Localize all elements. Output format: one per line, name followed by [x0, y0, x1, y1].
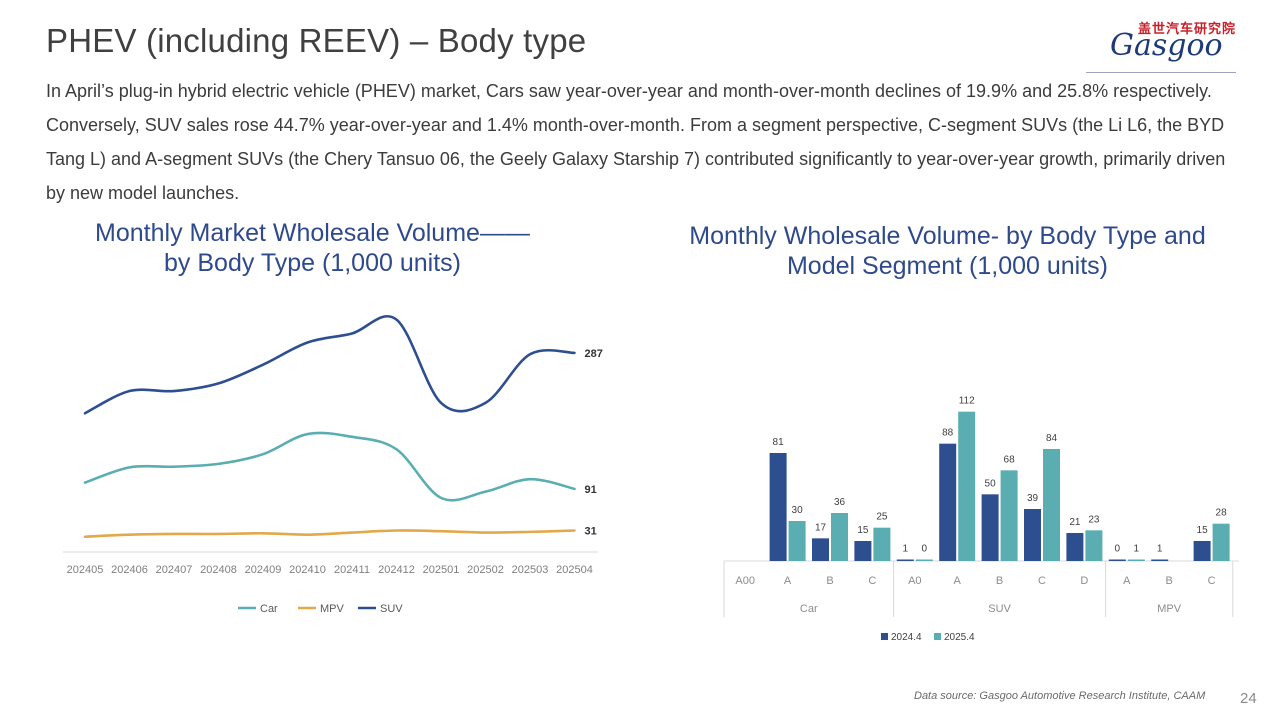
data-label: 28: [1216, 508, 1228, 519]
legend-label-car: Car: [260, 603, 278, 615]
data-label: 1: [903, 544, 909, 555]
bar-mpv-b-2024.4: [1151, 559, 1169, 561]
bar-suv-d-2024.4: [1066, 533, 1084, 561]
x-tick-label: 202405: [67, 564, 104, 576]
gasgoo-logo: 盖世汽车研究院 Gasgoo: [1086, 16, 1246, 78]
bar-suv-a0-2025.4: [915, 559, 933, 561]
x-tick-label: A: [784, 575, 792, 587]
data-label: 84: [1046, 433, 1058, 444]
end-label-suv: 287: [585, 348, 603, 360]
bar-car-b-2024.4: [812, 538, 829, 561]
x-tick-label: 202501: [423, 564, 460, 576]
bar-suv-a-2025.4: [958, 411, 976, 561]
x-tick-label: C: [1208, 575, 1216, 587]
legend-label-suv: SUV: [380, 603, 403, 615]
line-chart: 202405 202406 202407 202408 202409 202410 2024…: [63, 315, 603, 615]
logo-wordmark: Gasgoo: [1110, 28, 1223, 63]
x-tick-label: 202504: [556, 564, 593, 576]
bar-suv-a-2024.4: [939, 443, 957, 561]
data-label: 17: [815, 522, 827, 533]
data-label: 21: [1069, 517, 1081, 528]
x-tick-label: B: [826, 575, 833, 587]
group-label-car: Car: [800, 603, 818, 615]
legend-swatch-2025.4: [934, 633, 941, 640]
data-label: 68: [1004, 454, 1016, 465]
summary-text: In April’s plug-in hybrid electric vehic…: [46, 81, 1226, 203]
data-label: 36: [834, 497, 846, 508]
series-line-car: [83, 431, 576, 502]
data-label: 81: [773, 437, 785, 448]
bar-suv-d-2025.4: [1085, 530, 1103, 561]
data-label: 30: [792, 505, 804, 516]
x-tick-label: 202503: [512, 564, 549, 576]
data-label: 112: [959, 396, 975, 407]
data-label: 15: [857, 525, 869, 536]
data-label: 0: [1115, 544, 1121, 555]
data-label: 23: [1088, 514, 1100, 525]
end-label-car: 91: [585, 484, 597, 496]
bar-mpv-c-2025.4: [1212, 523, 1230, 561]
data-label: 15: [1197, 525, 1209, 536]
x-tick-label: 202410: [289, 564, 326, 576]
bar-mpv-a-2024.4: [1108, 559, 1126, 561]
group-label-suv: SUV: [988, 603, 1011, 615]
x-tick-label: A0: [908, 575, 921, 587]
bar-car-a-2025.4: [788, 521, 806, 561]
legend-label-mpv: MPV: [320, 603, 345, 615]
x-tick-label: B: [1166, 575, 1173, 587]
data-label: 88: [942, 428, 954, 439]
page-number: 24: [1240, 690, 1257, 707]
bar-chart-title-line-2: Model Segment (1,000 units): [786, 252, 1108, 280]
data-label: 0: [922, 544, 928, 555]
bar-car-b-2025.4: [831, 513, 848, 561]
x-tick-label: C: [1038, 575, 1046, 587]
data-source-note: Data source: Gasgoo Automotive Research …: [914, 690, 1206, 702]
logo-divider: [1086, 72, 1236, 73]
bar-suv-c-2025.4: [1043, 449, 1060, 561]
series-line-suv: [83, 315, 576, 415]
series-line-mpv: [83, 529, 576, 539]
x-tick-label: B: [996, 575, 1003, 587]
legend-label-2025.4: 2025.4: [944, 632, 975, 643]
legend-swatch-2024.4: [881, 633, 888, 640]
end-label-mpv: 31: [585, 525, 597, 537]
x-tick-label: 202409: [245, 564, 282, 576]
bar-car-c-2025.4: [873, 527, 891, 561]
x-tick-label: A: [1123, 575, 1131, 587]
bar-suv-b-2024.4: [981, 494, 999, 561]
x-tick-label: 202408: [200, 564, 237, 576]
line-chart-title-line-1: Monthly Market Wholesale Volume——: [95, 219, 530, 247]
page-title: PHEV (including REEV) – Body type: [46, 22, 587, 59]
data-label: 1: [1157, 544, 1163, 555]
data-label: 50: [985, 478, 997, 489]
bar-mpv-a-2025.4: [1127, 559, 1145, 561]
x-tick-label: D: [1080, 575, 1088, 587]
line-chart-title-line-2: by Body Type (1,000 units): [164, 249, 461, 277]
logo-chinese-text: 盖世汽车研究院: [1138, 21, 1237, 36]
bar-suv-a0-2024.4: [896, 559, 914, 561]
x-tick-label: 202502: [467, 564, 504, 576]
x-tick-label: 202407: [156, 564, 193, 576]
bar-chart-title: Monthly Wholesale Volume- by Body Type a…: [660, 221, 1235, 281]
x-tick-label: A00: [735, 575, 755, 587]
bar-mpv-c-2024.4: [1193, 541, 1211, 561]
x-tick-label: 202411: [334, 564, 370, 576]
bar-car-a-2024.4: [769, 453, 787, 561]
group-label-mpv: MPV: [1157, 603, 1182, 615]
x-tick-label: A: [954, 575, 962, 587]
data-label: 25: [876, 512, 888, 523]
bar-suv-c-2024.4: [1024, 509, 1041, 561]
data-label: 1: [1134, 544, 1140, 555]
x-tick-label: C: [868, 575, 876, 587]
data-label: 39: [1027, 493, 1039, 504]
x-tick-label: 202412: [378, 564, 415, 576]
bar-car-c-2024.4: [854, 541, 872, 561]
x-tick-label: 202406: [111, 564, 148, 576]
bar-chart-title-line-1: Monthly Wholesale Volume- by Body Type a…: [689, 222, 1206, 250]
bar-suv-b-2025.4: [1000, 470, 1018, 561]
line-chart-title: Monthly Market Wholesale Volume—— by Bod…: [60, 218, 565, 278]
legend-label-2024.4: 2024.4: [891, 632, 922, 643]
